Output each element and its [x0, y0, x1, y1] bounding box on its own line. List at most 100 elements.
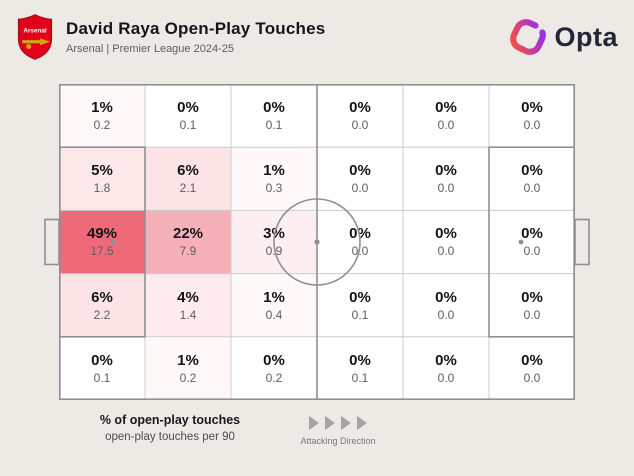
heat-cell: 0% 0.2 [231, 336, 317, 400]
heat-cell: 6% 2.1 [145, 147, 231, 211]
heat-cell: 0% 0.1 [317, 273, 403, 337]
heat-cell: 1% 0.2 [59, 84, 145, 148]
arrow-right-icon [357, 416, 367, 430]
heat-cell: 0% 0.0 [403, 210, 489, 274]
cell-per90: 1.4 [179, 307, 197, 322]
title-block: David Raya Open-Play Touches Arsenal | P… [66, 19, 325, 55]
heat-grid: 1% 0.2 0% 0.1 0% 0.1 0% 0.0 0% 0.0 0% 0.0 5% 1.8 6% 2.1… [59, 84, 575, 400]
attacking-direction-label: Attacking Direction [300, 436, 376, 446]
cell-per90: 0.0 [437, 244, 455, 259]
cell-pct: 0% [349, 225, 371, 243]
cell-per90: 0.9 [265, 244, 283, 259]
cell-pct: 22% [172, 225, 204, 243]
legend-line1: % of open-play touches [99, 413, 241, 427]
cell-pct: 0% [177, 99, 199, 117]
cell-per90: 0.0 [437, 118, 455, 133]
legend: % of open-play touches open-play touches… [60, 413, 280, 443]
crest-cannon-muzzle [40, 38, 51, 46]
cell-per90: 0.0 [523, 370, 541, 385]
cell-per90: 0.4 [265, 307, 283, 322]
heat-cell: 0% 0.0 [317, 210, 403, 274]
cell-per90: 0.2 [265, 370, 283, 385]
attacking-direction: Attacking Direction [278, 416, 398, 446]
cell-per90: 0.0 [351, 181, 369, 196]
attacking-direction-arrows [309, 416, 367, 430]
cell-pct: 1% [263, 288, 285, 306]
heat-cell: 0% 0.1 [231, 84, 317, 148]
page-title: David Raya Open-Play Touches [66, 19, 326, 38]
heat-cell: 0% 0.0 [489, 210, 575, 274]
heat-cell: 0% 0.0 [317, 84, 403, 148]
cell-per90: 0.0 [437, 181, 455, 196]
cell-per90: 0.0 [437, 370, 455, 385]
cell-per90: 0.0 [523, 118, 541, 133]
cell-pct: 0% [349, 288, 371, 306]
heat-cell: 0% 0.0 [403, 84, 489, 148]
heat-cell: 0% 0.0 [317, 147, 403, 211]
cell-per90: 17.5 [90, 244, 114, 259]
cell-pct: 6% [177, 162, 199, 180]
cell-pct: 1% [177, 351, 199, 369]
cell-per90: 0.1 [351, 307, 369, 322]
goal-right [574, 218, 590, 266]
heat-cell: 0% 0.0 [403, 147, 489, 211]
cell-pct: 1% [91, 99, 113, 117]
cell-per90: 0.0 [437, 307, 455, 322]
cell-per90: 0.1 [351, 370, 369, 385]
cell-pct: 49% [86, 225, 118, 243]
heat-cell: 5% 1.8 [59, 147, 145, 211]
cell-per90: 7.9 [179, 244, 197, 259]
crest-shield [17, 14, 53, 60]
cell-pct: 0% [349, 351, 371, 369]
opta-logo: Opta [510, 19, 618, 55]
cell-pct: 5% [91, 162, 113, 180]
cell-per90: 0.3 [265, 181, 283, 196]
arrow-right-icon [341, 416, 351, 430]
cell-pct: 0% [435, 351, 457, 369]
cell-pct: 0% [91, 351, 113, 369]
cell-pct: 0% [263, 99, 285, 117]
opta-mark-icon [510, 19, 547, 55]
cell-pct: 0% [521, 288, 543, 306]
cell-per90: 1.8 [93, 181, 111, 196]
cell-per90: 0.2 [179, 370, 197, 385]
crest-text: Arsenal [23, 28, 46, 35]
cell-per90: 0.0 [523, 181, 541, 196]
cell-pct: 0% [349, 162, 371, 180]
heat-cell: 0% 0.1 [59, 336, 145, 400]
heat-cell: 0% 0.0 [489, 147, 575, 211]
heat-cell: 3% 0.9 [231, 210, 317, 274]
cell-pct: 6% [91, 288, 113, 306]
goal-left [44, 218, 60, 266]
cell-pct: 3% [263, 225, 285, 243]
cell-pct: 0% [263, 351, 285, 369]
arsenal-crest-icon: Arsenal [17, 14, 53, 60]
cell-per90: 0.0 [351, 244, 369, 259]
cell-pct: 0% [521, 162, 543, 180]
heat-cell: 6% 2.2 [59, 273, 145, 337]
heat-cell: 0% 0.0 [403, 336, 489, 400]
cell-pct: 0% [521, 225, 543, 243]
pitch-heatmap: 1% 0.2 0% 0.1 0% 0.1 0% 0.0 0% 0.0 0% 0.0 5% 1.8 6% 2.1… [44, 84, 590, 400]
cell-per90: 2.2 [93, 307, 111, 322]
header: Arsenal David Raya Open-Play Touches Ars… [16, 10, 618, 64]
page-subtitle: Arsenal | Premier League 2024-25 [66, 43, 234, 55]
cell-pct: 0% [349, 99, 371, 117]
opta-wordmark: Opta [554, 21, 618, 52]
cell-pct: 4% [177, 288, 199, 306]
heat-cell: 0% 0.1 [317, 336, 403, 400]
cell-pct: 0% [521, 99, 543, 117]
heat-cell: 1% 0.2 [145, 336, 231, 400]
cell-per90: 0.0 [351, 118, 369, 133]
cell-pct: 0% [435, 162, 457, 180]
cell-pct: 0% [435, 225, 457, 243]
crest-cannon-wheel [26, 43, 32, 50]
cell-per90: 0.1 [179, 118, 197, 133]
heat-cell: 0% 0.1 [145, 84, 231, 148]
heat-cell: 0% 0.0 [489, 84, 575, 148]
heat-cell: 4% 1.4 [145, 273, 231, 337]
cell-per90: 0.2 [93, 118, 111, 133]
cell-per90: 0.0 [523, 307, 541, 322]
cell-per90: 2.1 [179, 181, 197, 196]
crest-cannon-barrel [22, 40, 41, 44]
